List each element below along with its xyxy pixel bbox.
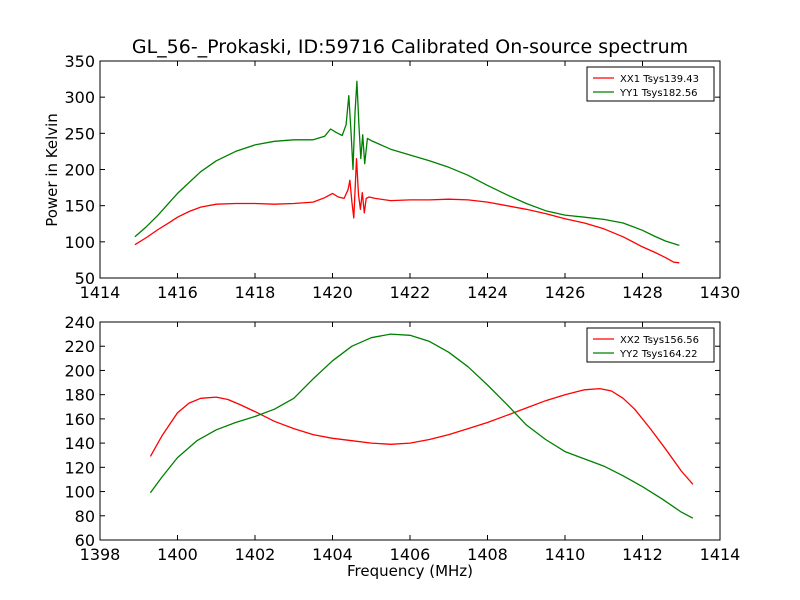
bottom-y-tick-label: 120: [64, 458, 95, 477]
top-x-tick-label: 1426: [545, 283, 586, 302]
bottom-x-tick-label: 1414: [700, 545, 741, 564]
bottom-y-tick-label: 140: [64, 434, 95, 453]
top-panel: 1414 1416 1418 1420 1422 1424 1426 1428 1430 50 10…: [64, 52, 740, 302]
bottom-y-tick-label: 100: [64, 483, 95, 502]
bottom-x-tick-label: 1410: [545, 545, 586, 564]
bottom-legend-label-2: YY2 Tsys164.22: [619, 349, 698, 360]
bottom-legend-box: [586, 327, 715, 363]
bottom-panel: 1398 1400 1402 1404 1406 1408 1410 1412 1414 60 80…: [64, 313, 740, 564]
bottom-x-tick-label: 1408: [467, 545, 508, 564]
top-y-tick-label: 100: [64, 233, 95, 252]
top-series-line-2: [134, 80, 680, 247]
top-x-tick-label: 1428: [622, 283, 663, 302]
top-legend-label-2: YY1 Tsys182.56: [619, 88, 698, 99]
top-y-tick-label: 150: [64, 197, 95, 216]
bottom-series-line-2: [149, 333, 694, 519]
top-x-tick-label: 1422: [390, 283, 431, 302]
bottom-x-tick-label: 1412: [622, 545, 663, 564]
top-y-tick-label: 350: [64, 52, 95, 71]
top-legend-label-1: XX1 Tsys139.43: [620, 74, 699, 85]
top-x-tick-label: 1420: [312, 283, 353, 302]
bottom-legend-label-1: XX2 Tsys156.56: [620, 335, 699, 346]
top-x-tick-label: 1418: [235, 283, 276, 302]
bottom-series-line-1: [149, 387, 694, 485]
bottom-x-tick-label: 1402: [235, 545, 276, 564]
top-x-tick-label: 1416: [157, 283, 198, 302]
bottom-y-tick-label: 200: [64, 361, 95, 380]
chart-title: GL_56-_Prokaski, ID:59716 Calibrated On-…: [132, 36, 688, 58]
top-series-line-1: [134, 157, 680, 264]
top-x-tick-label: 1430: [700, 283, 741, 302]
bottom-y-tick-label: 220: [64, 337, 95, 356]
top-y-tick-label: 50: [75, 269, 95, 288]
bottom-y-tick-label: 160: [64, 410, 95, 429]
bottom-y-tick-label: 240: [64, 313, 95, 332]
bottom-y-tick-label: 80: [75, 507, 95, 526]
bottom-x-axis-label: Frequency (MHz): [347, 562, 473, 580]
bottom-x-tick-label: 1400: [157, 545, 198, 564]
bottom-y-tick-label: 180: [64, 386, 95, 405]
top-y-axis-label: Power in Kelvin: [43, 113, 61, 227]
bottom-y-tick-label: 60: [75, 531, 95, 550]
top-x-tick-label: 1414: [80, 283, 121, 302]
top-x-tick-label: 1424: [467, 283, 508, 302]
bottom-x-tick-label: 1398: [80, 545, 121, 564]
top-y-tick-label: 250: [64, 124, 95, 143]
top-legend-box: [586, 66, 715, 102]
bottom-x-tick-label: 1406: [390, 545, 431, 564]
top-y-tick-label: 300: [64, 88, 95, 107]
bottom-x-tick-label: 1404: [312, 545, 353, 564]
top-y-tick-label: 200: [64, 161, 95, 180]
